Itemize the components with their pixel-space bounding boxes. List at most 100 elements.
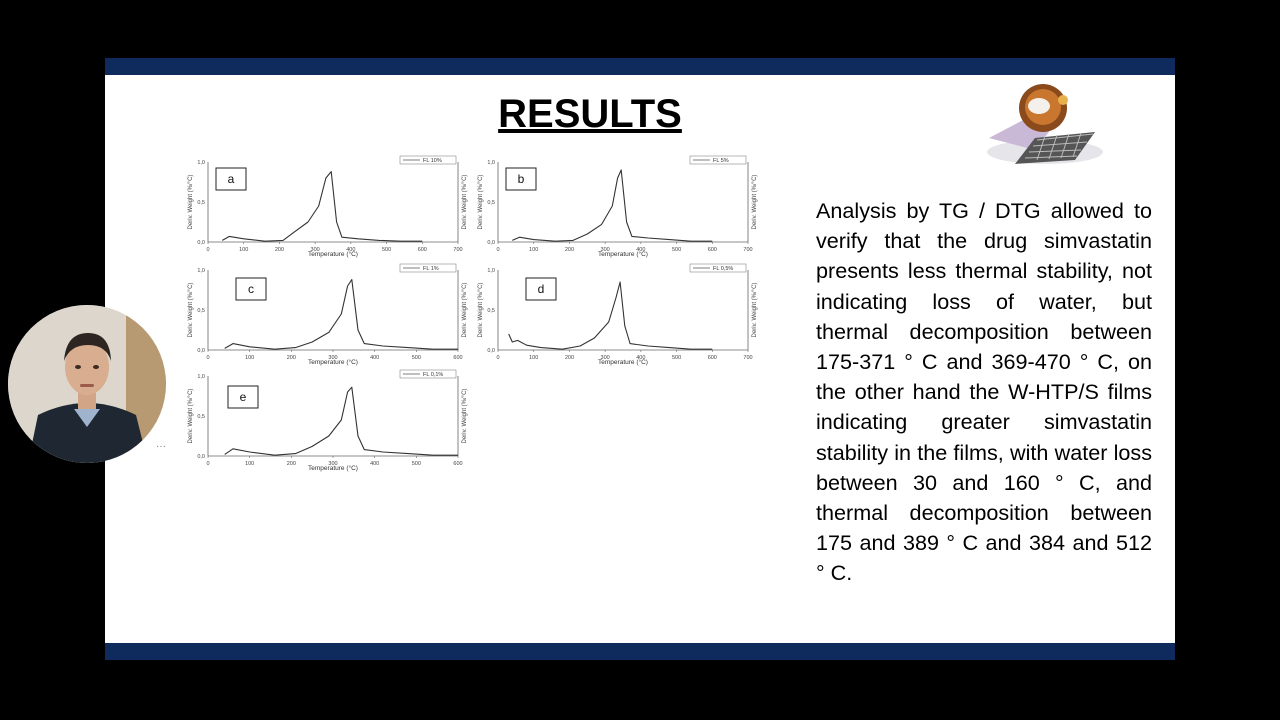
x-tick-label: 100: [529, 247, 538, 253]
x-tick-label: 200: [287, 355, 296, 361]
x-tick-label: 600: [453, 355, 462, 361]
y-axis-label: Deriv. Weight (%/°C): [188, 175, 194, 230]
series-line-e: [224, 386, 458, 456]
x-axis-label: Temperature (°C): [598, 358, 648, 366]
y-tick-label: 0,5: [197, 414, 205, 420]
x-tick-label: 500: [412, 355, 421, 361]
y-tick-label: 1,0: [197, 374, 205, 380]
y-tick-label: 0,0: [197, 240, 205, 246]
x-tick-label: 200: [287, 461, 296, 467]
chart-panel-c: 0 100 200 300 400 500 600 0,0 0,5 1,0 Temperature …: [188, 263, 468, 366]
x-tick-label: 300: [328, 355, 337, 361]
chart-panel-e: 0 100 200 300 400 500 600 0,0 0,5 1,0 Temperature …: [188, 369, 468, 472]
x-tick-label: 0: [496, 355, 499, 361]
presenter-webcam: [8, 305, 166, 463]
y-axis-label-right: Deriv. Weight (%/°C): [462, 175, 468, 230]
logo-image: [975, 80, 1115, 170]
more-options-button[interactable]: ···: [152, 441, 170, 457]
x-tick-label: 700: [743, 355, 752, 361]
x-tick-label: 300: [601, 247, 610, 253]
series-line-a: [222, 171, 423, 242]
x-tick-label: 200: [565, 247, 574, 253]
x-tick-label: 400: [370, 461, 379, 467]
y-tick-label: 1,0: [487, 268, 495, 274]
legend-box: [689, 263, 747, 273]
series-line-d: [508, 281, 713, 350]
x-tick-label: 600: [708, 247, 717, 253]
chart-panel-d: 0 100 200 300 400 500 600 700 0,0 0,5 1,0 Temperatu…: [478, 263, 758, 366]
results-text: Analysis by TG / DTG allowed to verify t…: [816, 198, 1152, 586]
x-tick-label: 100: [239, 247, 248, 253]
y-tick-label: 1,0: [197, 160, 205, 166]
x-tick-label: 500: [382, 247, 391, 253]
y-tick-label: 0,5: [197, 308, 205, 314]
panel-letter-box: [215, 167, 247, 191]
x-tick-label: 200: [565, 355, 574, 361]
x-tick-label: 200: [275, 247, 284, 253]
panel-letter-box: [227, 385, 259, 409]
panel-letter-box: [525, 277, 557, 301]
y-tick-label: 0,5: [197, 200, 205, 206]
x-tick-label: 300: [311, 247, 320, 253]
y-tick-label: 0,0: [487, 348, 495, 354]
panel-letter-box: [505, 167, 537, 191]
presentation-slide: RESULTS 0 100 200 300 400 500 600 700 0,0 0,5 1,0 T…: [105, 58, 1175, 660]
chart-panel-a: 0 100 200 300 400 500 600 700 0,0 0,5 1,0 Temperatu…: [188, 155, 468, 258]
y-axis-label-right: Deriv. Weight (%/°C): [752, 283, 758, 338]
x-axis-label: Temperature (°C): [308, 250, 358, 258]
legend-box: [399, 155, 457, 165]
x-tick-label: 700: [743, 247, 752, 253]
y-tick-label: 0,0: [197, 348, 205, 354]
x-tick-label: 0: [206, 355, 209, 361]
x-tick-label: 400: [636, 247, 645, 253]
legend-box: [689, 155, 747, 165]
x-tick-label: 500: [672, 355, 681, 361]
y-tick-label: 0,0: [197, 454, 205, 460]
x-tick-label: 400: [346, 247, 355, 253]
panel-letter-box: [235, 277, 267, 301]
legend-label: FL 1%: [423, 266, 439, 272]
legend-label: FL 10%: [423, 158, 442, 164]
series-line-c: [224, 279, 458, 350]
y-tick-label: 0,0: [487, 240, 495, 246]
x-tick-label: 700: [453, 247, 462, 253]
x-tick-label: 600: [453, 461, 462, 467]
slide-footer-bar: [105, 643, 1175, 660]
dtg-charts-panel: 0 100 200 300 400 500 600 700 0,0 0,5 1,0 Temperatu…: [160, 150, 800, 480]
x-tick-label: 100: [245, 355, 254, 361]
x-tick-label: 300: [601, 355, 610, 361]
panel-letter: c: [248, 282, 254, 296]
y-axis-label-right: Deriv. Weight (%/°C): [462, 283, 468, 338]
y-axis-label-right: Deriv. Weight (%/°C): [752, 175, 758, 230]
y-axis-label: Deriv. Weight (%/°C): [478, 175, 484, 230]
legend-label: FL 5%: [713, 158, 729, 164]
x-axis-label: Temperature (°C): [598, 250, 648, 258]
x-axis-label: Temperature (°C): [308, 464, 358, 472]
series-line-b: [512, 169, 713, 242]
panel-letter: a: [228, 172, 235, 186]
x-tick-label: 0: [206, 247, 209, 253]
x-tick-label: 500: [672, 247, 681, 253]
y-tick-label: 0,5: [487, 200, 495, 206]
x-tick-label: 600: [418, 247, 427, 253]
x-tick-label: 0: [206, 461, 209, 467]
x-tick-label: 600: [708, 355, 717, 361]
y-tick-label: 0,5: [487, 308, 495, 314]
panel-letter: e: [240, 390, 247, 404]
y-tick-label: 1,0: [197, 268, 205, 274]
x-tick-label: 500: [412, 461, 421, 467]
slide-header-bar: [105, 58, 1175, 75]
y-axis-label-right: Deriv. Weight (%/°C): [462, 389, 468, 444]
x-axis-label: Temperature (°C): [308, 358, 358, 366]
legend-box: [399, 263, 457, 273]
x-tick-label: 400: [370, 355, 379, 361]
y-axis-label: Deriv. Weight (%/°C): [478, 283, 484, 338]
slide-title: RESULTS: [498, 92, 682, 136]
y-axis-label: Deriv. Weight (%/°C): [188, 389, 194, 444]
panel-letter: b: [518, 172, 525, 186]
x-tick-label: 0: [496, 247, 499, 253]
dtg-charts: 0 100 200 300 400 500 600 700 0,0 0,5 1,0 Temperatu…: [188, 155, 758, 472]
x-tick-label: 300: [328, 461, 337, 467]
x-tick-label: 400: [636, 355, 645, 361]
y-axis-label: Deriv. Weight (%/°C): [188, 283, 194, 338]
